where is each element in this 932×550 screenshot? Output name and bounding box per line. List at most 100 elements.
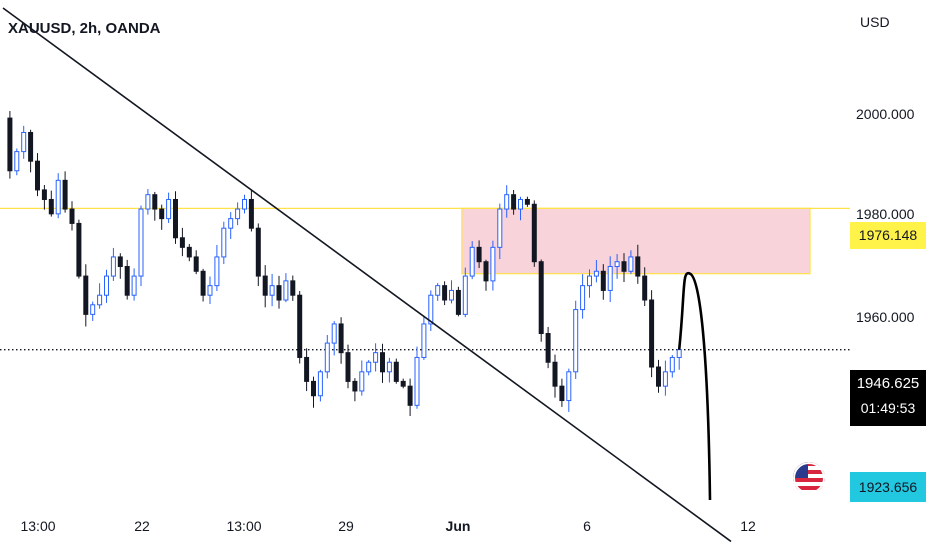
- candle-body-15: [104, 275, 109, 296]
- candle-body-53: [366, 361, 372, 373]
- candle-body-31: [214, 256, 220, 287]
- x-tick-jun: Jun: [445, 518, 471, 534]
- candle-body-60: [414, 356, 420, 406]
- candle-body-71: [490, 246, 496, 282]
- candle-body-66: [455, 289, 461, 315]
- y-tick-1980: 1980.000: [856, 206, 915, 222]
- candle-body-18: [124, 266, 130, 296]
- candle-body-9: [62, 179, 68, 210]
- candle-body-58: [400, 380, 406, 387]
- candle-body-62: [428, 294, 434, 325]
- candle-body-47: [324, 342, 330, 373]
- candle-body-52: [359, 371, 365, 392]
- candle-body-86: [593, 270, 599, 277]
- candle-body-95: [656, 366, 661, 387]
- candle-body-70: [483, 261, 489, 282]
- candle-body-81: [559, 385, 565, 402]
- candle-body-20: [138, 208, 144, 277]
- candle-body-55: [380, 352, 385, 373]
- candle-body-83: [573, 309, 579, 373]
- candle-body-8: [55, 179, 61, 215]
- zone-price-badge: 1976.148: [850, 222, 926, 249]
- candle-body-48: [331, 323, 337, 344]
- candle-body-97: [669, 356, 675, 373]
- candle-body-40: [276, 285, 282, 301]
- candle-body-3: [21, 131, 27, 153]
- candle-body-78: [538, 261, 544, 335]
- candle-body-27: [186, 246, 192, 258]
- trendline: [2, 7, 732, 543]
- candle-body-98: [676, 349, 682, 358]
- candle-body-28: [193, 256, 199, 272]
- candle-body-77: [531, 203, 537, 263]
- candle-body-51: [352, 380, 358, 392]
- x-tick-12: 12: [740, 518, 756, 534]
- y-tick-1960: 1960.000: [856, 309, 915, 325]
- candle-body-24: [166, 198, 172, 220]
- y-tick-2000: 2000.000: [856, 106, 915, 122]
- x-tick-29: 29: [338, 518, 354, 534]
- candle-body-45: [311, 380, 316, 397]
- candle-body-6: [41, 189, 47, 200]
- x-tick-1300-b: 13:00: [226, 518, 262, 534]
- candle-body-35: [242, 198, 247, 210]
- candle-body-64: [442, 285, 448, 301]
- candle-body-5: [35, 160, 40, 191]
- candle-body-32: [221, 227, 227, 258]
- candle-body-33: [228, 218, 234, 229]
- candle-body-41: [283, 280, 289, 301]
- candle-body-7: [48, 198, 54, 215]
- x-tick-1300-a: 13:00: [20, 518, 56, 534]
- candle-body-37: [255, 227, 261, 277]
- candle-body-56: [386, 361, 392, 373]
- candle-body-4: [28, 131, 34, 162]
- candle-body-30: [207, 285, 213, 296]
- candle-body-68: [469, 246, 475, 277]
- current-price-badge: 1946.625 01:49:53: [850, 370, 926, 426]
- candle-body-63: [435, 285, 441, 296]
- candle-body-12: [83, 275, 89, 315]
- candle-body-59: [407, 385, 413, 406]
- target-price-badge: 1923.656: [850, 472, 926, 502]
- candle-body-17: [117, 256, 123, 268]
- candle-body-72: [497, 208, 503, 248]
- candle-body-84: [580, 285, 586, 311]
- candle-body-50: [345, 352, 351, 382]
- candle-body-74: [511, 194, 517, 210]
- candle-body-44: [304, 356, 310, 382]
- candle-body-1: [7, 117, 13, 172]
- candle-body-94: [649, 299, 655, 368]
- candle-body-10: [69, 208, 75, 224]
- candle-body-46: [317, 371, 323, 397]
- candle-body-14: [97, 294, 103, 306]
- candle-body-26: [179, 237, 185, 248]
- x-tick-22: 22: [134, 518, 150, 534]
- current-price-value: 1946.625: [856, 375, 920, 392]
- candle-body-92: [635, 256, 641, 277]
- candle-body-54: [373, 352, 379, 363]
- candle-body-90: [621, 261, 627, 272]
- candle-body-91: [628, 256, 634, 272]
- candle-body-2: [14, 151, 20, 172]
- candle-body-34: [235, 208, 241, 220]
- candle-body-25: [173, 198, 178, 239]
- candle-body-13: [90, 304, 96, 315]
- candle-body-29: [200, 270, 206, 296]
- candle-body-11: [76, 222, 82, 277]
- us-flag-icon[interactable]: [793, 462, 825, 494]
- currency-label: USD: [860, 14, 890, 30]
- candle-body-96: [662, 371, 668, 387]
- candle-body-19: [131, 275, 137, 296]
- candle-body-93: [642, 275, 648, 301]
- candle-body-61: [421, 323, 427, 358]
- candle-body-22: [152, 194, 158, 210]
- candle-body-67: [462, 275, 468, 315]
- candle-body-65: [449, 289, 454, 301]
- candle-body-89: [614, 261, 620, 267]
- candle-body-87: [600, 270, 606, 291]
- candle-body-85: [587, 275, 592, 287]
- bar-countdown: 01:49:53: [860, 400, 916, 416]
- candle-body-75: [518, 198, 523, 210]
- candle-body-38: [262, 275, 268, 296]
